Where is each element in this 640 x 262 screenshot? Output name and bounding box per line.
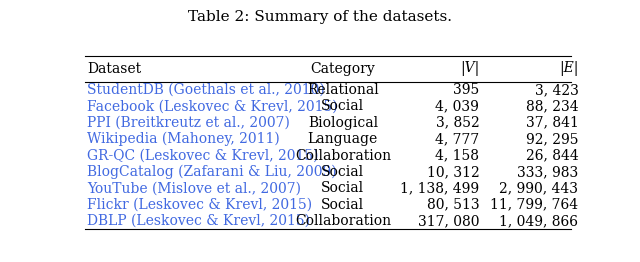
Text: PPI (Breitkreutz et al., 2007): PPI (Breitkreutz et al., 2007): [88, 116, 291, 130]
Text: BlogCatalog (Zafarani & Liu, 2009): BlogCatalog (Zafarani & Liu, 2009): [88, 165, 337, 179]
Text: Flickr (Leskovec & Krevl, 2015): Flickr (Leskovec & Krevl, 2015): [88, 198, 312, 212]
Text: DBLP (Leskovec & Krevl, 2015): DBLP (Leskovec & Krevl, 2015): [88, 214, 310, 228]
Text: 333, 983: 333, 983: [517, 165, 579, 179]
Text: 1, 049, 866: 1, 049, 866: [499, 214, 579, 228]
Text: 3, 852: 3, 852: [436, 116, 479, 130]
Text: Collaboration: Collaboration: [295, 149, 391, 162]
Text: Table 2: Summary of the datasets.: Table 2: Summary of the datasets.: [188, 10, 452, 24]
Text: YouTube (Mislove et al., 2007): YouTube (Mislove et al., 2007): [88, 181, 301, 195]
Text: Facebook (Leskovec & Krevl, 2015): Facebook (Leskovec & Krevl, 2015): [88, 99, 338, 113]
Text: 92, 295: 92, 295: [526, 132, 579, 146]
Text: 26, 844: 26, 844: [525, 149, 579, 162]
Text: Collaboration: Collaboration: [295, 214, 391, 228]
Text: 4, 777: 4, 777: [435, 132, 479, 146]
Text: Category: Category: [310, 62, 375, 76]
Text: Social: Social: [321, 99, 364, 113]
Text: 4, 039: 4, 039: [435, 99, 479, 113]
Text: 80, 513: 80, 513: [427, 198, 479, 212]
Text: GR-QC (Leskovec & Krevl, 2015): GR-QC (Leskovec & Krevl, 2015): [88, 149, 319, 162]
Text: Biological: Biological: [308, 116, 378, 130]
Text: 2, 990, 443: 2, 990, 443: [499, 181, 579, 195]
Text: 88, 234: 88, 234: [526, 99, 579, 113]
Text: Wikipedia (Mahoney, 2011): Wikipedia (Mahoney, 2011): [88, 132, 280, 146]
Text: 395: 395: [453, 83, 479, 97]
Text: 10, 312: 10, 312: [426, 165, 479, 179]
Text: |E|: |E|: [559, 61, 579, 76]
Text: 11, 799, 764: 11, 799, 764: [490, 198, 579, 212]
Text: Social: Social: [321, 165, 364, 179]
Text: |V|: |V|: [460, 61, 479, 76]
Text: Social: Social: [321, 198, 364, 212]
Text: Language: Language: [308, 132, 378, 146]
Text: 1, 138, 499: 1, 138, 499: [400, 181, 479, 195]
Text: Dataset: Dataset: [88, 62, 141, 76]
Text: StudentDB (Goethals et al., 2010): StudentDB (Goethals et al., 2010): [88, 83, 325, 97]
Text: 37, 841: 37, 841: [525, 116, 579, 130]
Text: Relational: Relational: [307, 83, 379, 97]
Text: 3, 423: 3, 423: [534, 83, 579, 97]
Text: Social: Social: [321, 181, 364, 195]
Text: 4, 158: 4, 158: [435, 149, 479, 162]
Text: 317, 080: 317, 080: [418, 214, 479, 228]
